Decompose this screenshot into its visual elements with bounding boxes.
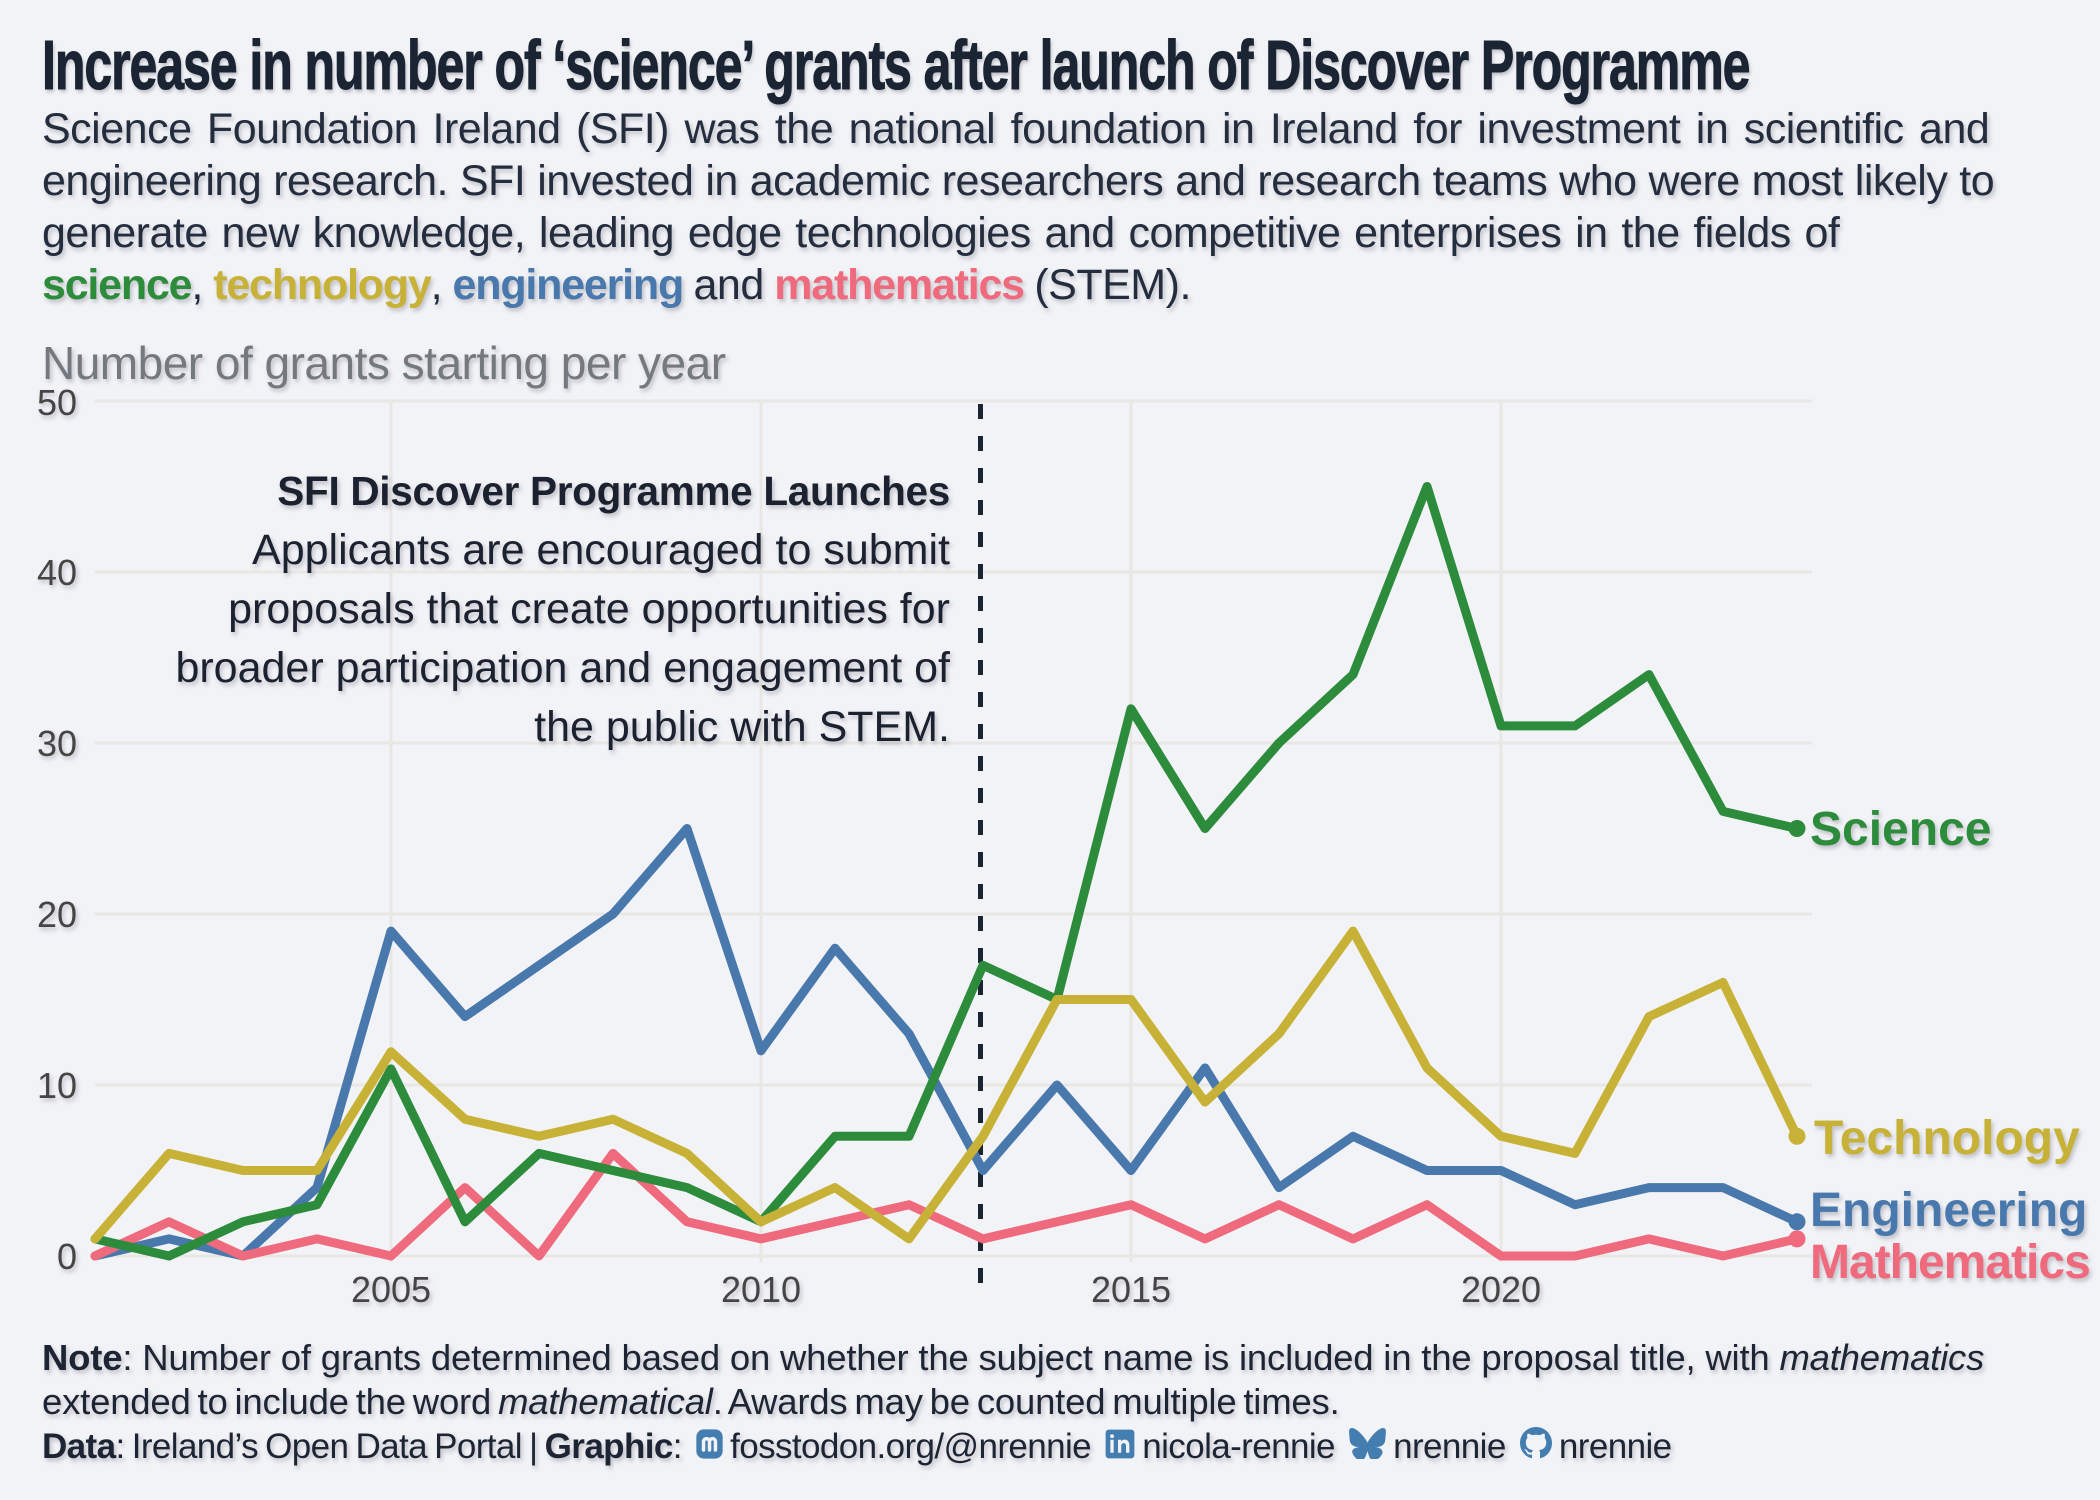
svg-text:0: 0 <box>57 1236 77 1277</box>
svg-text:2010: 2010 <box>721 1269 801 1310</box>
svg-text:10: 10 <box>37 1065 77 1106</box>
svg-text:2005: 2005 <box>351 1269 431 1310</box>
svg-text:2020: 2020 <box>1461 1269 1541 1310</box>
svg-text:30: 30 <box>37 723 77 764</box>
svg-text:50: 50 <box>37 382 77 423</box>
svg-text:20: 20 <box>37 894 77 935</box>
svg-text:40: 40 <box>37 552 77 593</box>
svg-text:2015: 2015 <box>1091 1269 1171 1310</box>
